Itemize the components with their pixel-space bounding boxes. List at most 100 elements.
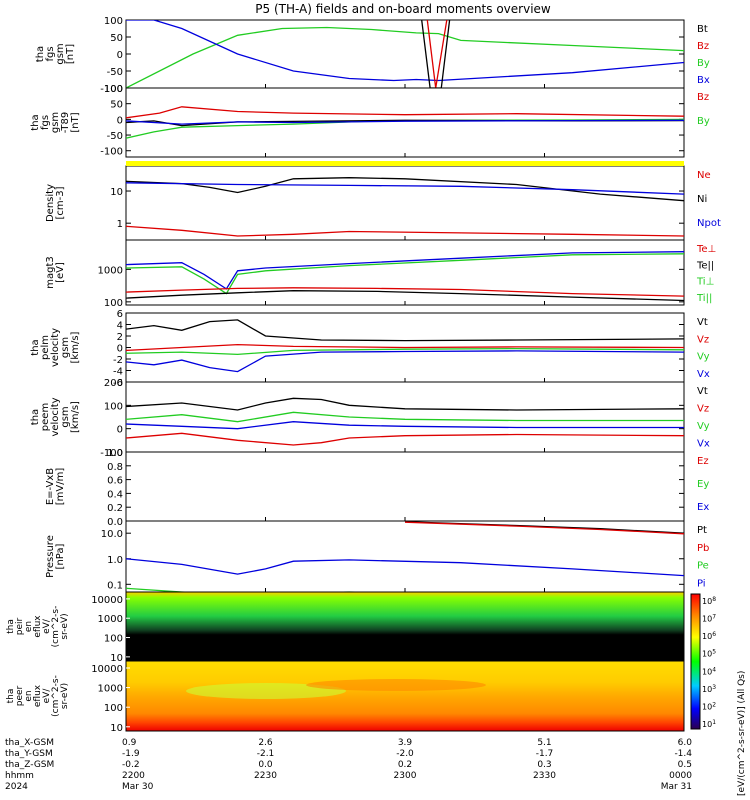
y-tick-label: -100: [100, 147, 123, 158]
series-line-Ti||: [126, 253, 684, 295]
series-line-By: [126, 26, 684, 88]
panel-efield: 1.0 0.8 0.6 0.4 0.2 0.0 E=-VxB [mV/m] Ez Ey Ex: [45, 448, 709, 528]
y-tick-label: 100: [104, 16, 123, 27]
y-axis-label: Pressure: [45, 535, 56, 578]
series-line-Vt: [126, 319, 684, 342]
x-axis-value: 6.0: [678, 738, 693, 748]
series-line-Ne: [126, 225, 684, 237]
y-axis-label: pelm: [40, 335, 51, 360]
y-tick-label: 100: [104, 84, 123, 95]
spectrogram-peir: 10000 1000 100 10 tha peir en eflux eV/(cm^2-s-s…: [6, 591, 685, 664]
x-axis-value: 2330: [533, 771, 556, 781]
panel-series: [126, 397, 684, 446]
series-line-Vy: [126, 347, 684, 356]
legend-Pb: Pb: [697, 543, 709, 554]
colorbar-tick-label: 104: [702, 666, 716, 676]
y-axis-label: gsm: [55, 43, 66, 64]
series-line-Vy: [126, 411, 684, 423]
legend-Bx: Bx: [697, 75, 710, 86]
x-axis-value: -1.7: [536, 749, 554, 759]
x-axis-value: Mar 30: [122, 782, 154, 792]
panel-series: [126, 20, 684, 88]
panel-fgs: 100 50 0 -50 -100 tha fgs gsm [nT] Bt Bz By Bx: [35, 16, 710, 95]
legend-By: By: [697, 58, 710, 69]
legend-Te||: Te||: [696, 260, 714, 271]
legend-Ey: Ey: [697, 479, 709, 490]
y-axis-label: (cm^2-s-: [51, 606, 61, 648]
x-axis-row-label: tha_X-GSM: [5, 738, 54, 748]
legend-Vt: Vt: [697, 317, 708, 328]
legend-Vy: Vy: [697, 421, 710, 432]
legend-Vx: Vx: [697, 439, 710, 450]
legend-By: By: [697, 116, 710, 127]
spectrogram-image: [126, 592, 684, 661]
y-tick-label: 1.0: [107, 448, 123, 459]
y-axis-label: -T89: [60, 112, 71, 134]
series-line-Te||: [126, 290, 684, 302]
y-axis-label: [nT]: [65, 44, 76, 64]
colorbar-tick-label: 107: [702, 614, 716, 624]
legend-Pt: Pt: [697, 525, 707, 536]
y-tick-label: 10: [110, 653, 123, 664]
y-tick-label: 0: [117, 425, 123, 436]
y-tick-label: 0.1: [107, 580, 123, 591]
legend-Ti⊥: Ti⊥: [696, 277, 714, 288]
series-line-Bz: [426, 20, 448, 88]
panel-series: [126, 106, 684, 139]
y-tick-label: -100: [100, 448, 123, 459]
y-axis-label: en: [24, 690, 34, 701]
x-axis-value: -1.4: [674, 749, 692, 759]
y-axis-label: velocity: [50, 328, 61, 367]
legend-Bz: Bz: [697, 92, 709, 103]
colorbar-tick-label: 106: [702, 631, 716, 641]
y-axis-label: tha: [30, 114, 41, 130]
panel-frame: [125, 520, 685, 593]
y-tick-label: -6: [113, 378, 123, 389]
x-axis-value: 0.0: [258, 760, 273, 770]
panel-frame: [125, 165, 685, 241]
series-line-Ni: [126, 177, 684, 202]
x-axis-value: 0.9: [122, 738, 137, 748]
quality-flag-bar: [126, 161, 684, 166]
y-tick-label: 10.0: [101, 529, 123, 540]
y-axis-label: [km/s]: [70, 401, 81, 433]
spectrogram-peer: 10000 1000 100 10 tha peer en eflux eV/(cm^2-s-s…: [6, 660, 685, 734]
y-tick-label: 6: [117, 309, 123, 320]
spectrogram-frame: [125, 660, 685, 732]
x-axis-row-label: 2024: [5, 782, 28, 792]
panel-series: [126, 521, 684, 592]
colorbar-tick-label: 102: [702, 701, 716, 711]
x-axis-value: -1.9: [122, 749, 140, 759]
legend-Te⊥: Te⊥: [696, 244, 716, 255]
y-axis-label: [km/s]: [70, 331, 81, 363]
series-line-Bx: [126, 119, 684, 125]
colorbar-label: [eV/(cm^2-s-sr-eV)] (All Qs): [737, 671, 747, 796]
y-tick-label: 100: [104, 401, 123, 412]
series-line-Bz: [126, 106, 684, 119]
y-axis-label: fgs: [40, 115, 51, 130]
legend-Ne: Ne: [697, 170, 711, 181]
y-axis-label: en: [24, 621, 34, 632]
y-axis-label: eflux: [33, 615, 43, 638]
legend-Pe: Pe: [697, 561, 709, 572]
colorbar-tick-label: 105: [702, 649, 716, 659]
y-axis-label: (cm^2-s-: [51, 675, 61, 717]
y-axis-label: [mV/m]: [55, 468, 66, 506]
x-axis-value: 0.2: [398, 760, 412, 770]
y-tick-label: 1.0: [107, 555, 123, 566]
panel-vel_i: 200 100 0 -100 tha peem velocity gsm [km/s] Vt Vz V…: [30, 378, 710, 459]
panel-series: [126, 319, 684, 373]
y-axis-label: gsm: [60, 406, 71, 427]
y-tick-label: 10: [110, 187, 123, 198]
x-axis-value: -2.1: [257, 749, 275, 759]
x-axis-value: -2.0: [396, 749, 414, 759]
colorbar-gradient: [690, 593, 701, 730]
legend-Ex: Ex: [697, 502, 709, 513]
panel-density: 10 1 Density [cm-3] Ne Ni Npot: [45, 165, 721, 241]
legend-Npot: Npot: [697, 218, 721, 229]
legend-Ez: Ez: [697, 456, 709, 467]
y-axis-label: magt3: [45, 256, 56, 289]
y-axis-label: [eV]: [55, 262, 66, 283]
legend-Ti||: Ti||: [696, 293, 712, 304]
